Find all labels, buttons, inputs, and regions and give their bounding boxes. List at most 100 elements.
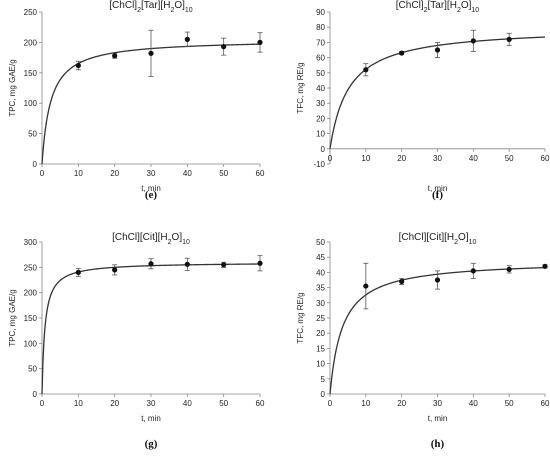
chart-panel-1: 0 50 100 150 200 250 0 10 20 30 40 50 60 t, min TPC, m…	[8, 0, 265, 201]
panel-title-part: [Tar][H	[141, 0, 170, 11]
y-tick-label: 20	[316, 329, 325, 338]
panel-title-part: [ChCl][Cit][H	[399, 232, 455, 243]
y-tick-label: 5	[321, 375, 326, 384]
y-tick-label: 20	[316, 114, 325, 123]
data-point	[399, 50, 405, 56]
y-tick-label: 50	[316, 238, 325, 247]
panel-title-part: 10	[182, 239, 190, 246]
panel-title: [ChCl]2[Tar][H2O]10	[396, 0, 480, 14]
x-tick-label: 10	[74, 169, 83, 178]
y-axis-title: TPC, mg GAE/g	[8, 59, 17, 116]
x-tick-label: 10	[74, 399, 83, 408]
panel-title-part: O]	[174, 0, 185, 11]
y-tick-label: 200	[24, 289, 38, 298]
y-tick-label: 200	[24, 38, 38, 47]
x-tick-label: 40	[469, 154, 478, 163]
data-point	[148, 261, 154, 267]
y-axis-title: TFC, mg RE/g	[296, 62, 305, 113]
y-tick-label: 10	[316, 130, 325, 139]
y-tick-label: 10	[316, 360, 325, 369]
x-tick-label: 0	[40, 169, 45, 178]
x-axis-title: t, min	[428, 414, 448, 423]
data-point	[112, 53, 118, 59]
data-point	[363, 283, 369, 289]
x-axis-title: t, min	[141, 414, 161, 423]
y-tick-label: 150	[24, 69, 38, 78]
y-tick-label: 40	[316, 268, 325, 277]
y-tick-label: 250	[24, 8, 38, 17]
panel-title-part: [ChCl][Cit][H	[112, 232, 168, 243]
x-tick-label: 30	[433, 154, 442, 163]
data-point	[363, 67, 369, 73]
data-point	[221, 262, 227, 268]
y-tick-label: 250	[24, 263, 38, 272]
panel-title-part: O]	[461, 0, 472, 11]
x-axis-title: t, min	[428, 184, 448, 193]
y-tick-label: 100	[24, 99, 38, 108]
x-tick-label: 20	[397, 399, 406, 408]
x-tick-label: 50	[505, 154, 514, 163]
data-point	[257, 39, 263, 46]
data-point	[184, 261, 190, 267]
panel-title-part: 2	[137, 7, 141, 14]
data-point	[148, 50, 154, 56]
chart-panel-3: 0 50 100 150 200 250 300 0 10 20 30 40 50 60 t, min TPC…	[8, 232, 265, 450]
x-tick-label: 30	[433, 399, 442, 408]
y-tick-label: 35	[316, 284, 325, 293]
x-tick-label: 40	[469, 399, 478, 408]
panel-title-part: 2	[454, 239, 458, 246]
data-point	[75, 62, 81, 69]
y-tick-label: 15	[316, 344, 325, 353]
panel-title-part: [Tar][H	[427, 0, 456, 11]
y-tick-label: 50	[316, 69, 325, 78]
panel-title-part: [ChCl]	[109, 0, 137, 11]
y-axis-title: TPC, mg GAE/g	[8, 289, 17, 346]
fit-curve	[41, 263, 261, 395]
x-tick-label: 50	[219, 399, 228, 408]
x-tick-label: 0	[328, 399, 333, 408]
y-tick-label: 30	[316, 299, 325, 308]
y-tick-label: 300	[24, 238, 38, 247]
panel-label: (e)	[145, 189, 158, 201]
y-tick-label: 60	[316, 54, 325, 63]
y-tick-label: -10	[313, 160, 325, 169]
y-tick-label: 50	[28, 365, 37, 374]
x-tick-label: 40	[183, 169, 192, 178]
data-point	[506, 36, 512, 42]
panel-title: [ChCl]2[Tar][H2O]10	[109, 0, 193, 14]
y-tick-label: 40	[316, 84, 325, 93]
panel-label: (g)	[145, 438, 158, 450]
y-tick-label: 80	[316, 23, 325, 32]
x-tick-label: 60	[541, 399, 550, 408]
x-tick-label: 10	[361, 154, 370, 163]
y-tick-label: 30	[316, 99, 325, 108]
x-tick-label: 60	[256, 169, 265, 178]
y-tick-label: 70	[316, 38, 325, 47]
y-tick-label: 90	[316, 8, 325, 17]
data-point	[75, 269, 81, 275]
y-tick-label: 0	[33, 160, 38, 169]
data-point	[470, 268, 476, 274]
panel-title-part: 10	[471, 7, 479, 14]
panel-label: (h)	[431, 438, 445, 450]
panel-title-part: 2	[168, 239, 172, 246]
data-point	[542, 263, 548, 269]
data-point	[221, 44, 227, 50]
y-tick-label: 25	[316, 314, 325, 323]
panel-title-part: 10	[469, 239, 477, 246]
panel-title-part: O]	[172, 232, 183, 243]
y-axis-title: TFC, mg RE/g	[296, 292, 305, 343]
x-tick-label: 50	[505, 399, 514, 408]
y-tick-label: 0	[33, 390, 38, 399]
x-axis-title: t, min	[141, 184, 161, 193]
x-tick-label: 30	[147, 169, 156, 178]
y-tick-label: 0	[321, 390, 326, 399]
x-tick-label: 30	[147, 399, 156, 408]
y-tick-label: 50	[28, 130, 37, 139]
data-point	[257, 260, 263, 266]
data-point	[434, 47, 441, 53]
panel-title-part: 10	[185, 7, 193, 14]
data-point	[184, 36, 190, 42]
x-tick-label: 60	[256, 399, 265, 408]
